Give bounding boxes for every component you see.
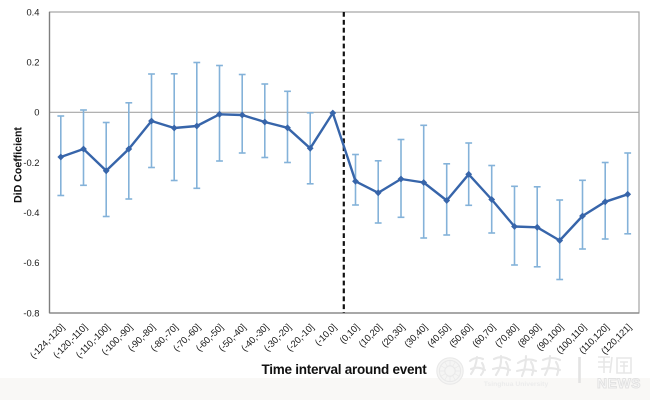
svg-text:-0.2: -0.2	[23, 157, 39, 168]
svg-text:-0.8: -0.8	[23, 307, 39, 318]
svg-text:0.4: 0.4	[26, 6, 39, 17]
svg-text:0.2: 0.2	[26, 57, 39, 68]
svg-text:0: 0	[34, 107, 39, 118]
svg-text:NEWS: NEWS	[597, 375, 641, 391]
svg-text:-0.4: -0.4	[23, 207, 39, 218]
svg-text:Tsinghua University: Tsinghua University	[484, 381, 549, 388]
svg-text:-0.6: -0.6	[23, 257, 39, 268]
svg-text:DiD Coefficient: DiD Coefficient	[13, 127, 25, 203]
svg-text:Time interval around event: Time interval around event	[261, 362, 427, 377]
